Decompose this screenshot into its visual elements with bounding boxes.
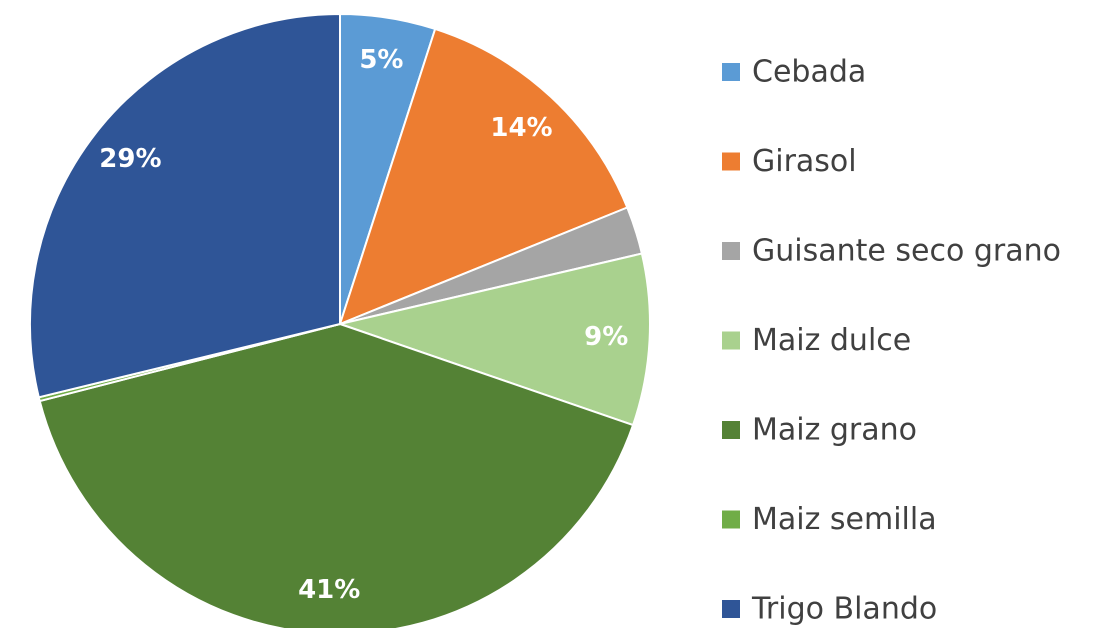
pie-slice [338, 27, 629, 326]
pie-slice [38, 322, 635, 628]
legend-label: Maiz grano [752, 413, 917, 448]
legend-swatch [722, 421, 740, 439]
legend-swatch [722, 331, 740, 350]
data-label: 14% [490, 113, 552, 143]
legend-swatch [722, 242, 740, 260]
legend-label: Guisante seco grano [752, 234, 1061, 269]
legend-swatch [722, 63, 740, 81]
data-label: 41% [298, 575, 360, 605]
legend-label: Maiz semilla [752, 502, 937, 537]
pie-slice [29, 12, 341, 399]
legend-label: Girasol [752, 144, 857, 179]
legend-swatch [722, 510, 740, 529]
data-label: 29% [99, 144, 161, 174]
data-label: 9% [584, 322, 628, 352]
legend-swatch [722, 600, 740, 618]
pie-slice [336, 252, 651, 427]
legend-label: Trigo Blando [751, 592, 937, 627]
data-label: 5% [359, 45, 403, 75]
legend-label: Maiz dulce [752, 323, 911, 358]
legend-swatch [722, 152, 740, 171]
legend-label: Cebada [752, 55, 866, 90]
